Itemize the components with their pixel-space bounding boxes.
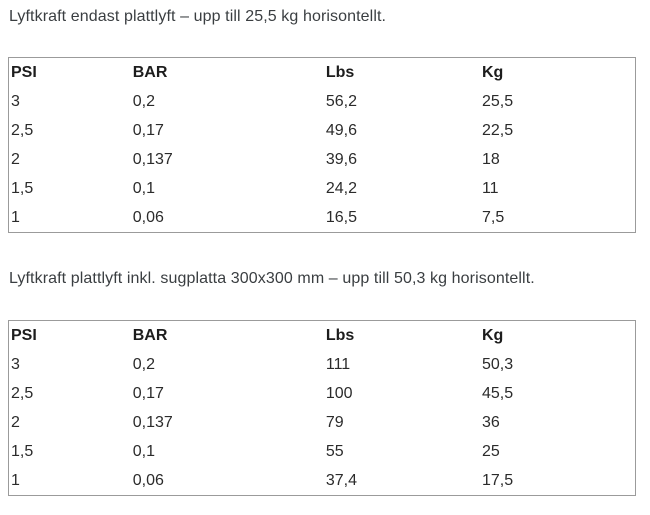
table-cell: 1 bbox=[11, 472, 20, 489]
table-header-row: PSI BAR Lbs Kg bbox=[9, 58, 636, 88]
column-header-lbs: Lbs bbox=[325, 64, 355, 81]
capacity-table-plattlyft: PSI BAR Lbs Kg 3 0,2 56,2 25,5 2,5 0,17 … bbox=[8, 57, 636, 233]
capacity-table-plattlyft-sugplatta: PSI BAR Lbs Kg 3 0,2 111 50,3 2,5 0,17 1… bbox=[8, 320, 636, 496]
table-cell: 0,137 bbox=[132, 414, 173, 431]
table-cell: 25 bbox=[481, 443, 500, 460]
table-cell: 0,17 bbox=[132, 122, 164, 139]
table-row: 2 0,137 39,6 18 bbox=[9, 145, 636, 174]
table-cell: 79 bbox=[325, 414, 344, 431]
table-cell: 0,1 bbox=[132, 443, 155, 460]
table-cell: 3 bbox=[11, 93, 20, 110]
table-cell: 0,2 bbox=[132, 356, 155, 373]
table-cell: 56,2 bbox=[325, 93, 357, 110]
table-cell: 3 bbox=[11, 356, 20, 373]
table-cell: 0,06 bbox=[132, 209, 164, 226]
table-cell: 0,2 bbox=[132, 93, 155, 110]
table-cell: 45,5 bbox=[481, 385, 514, 402]
table-cell: 2,5 bbox=[11, 385, 34, 402]
table-cell: 50,3 bbox=[481, 356, 514, 373]
table-cell: 111 bbox=[325, 356, 351, 373]
table-cell: 0,137 bbox=[132, 151, 173, 168]
section-title-plattlyft-sugplatta: Lyftkraft plattlyft inkl. sugplatta 300x… bbox=[9, 270, 535, 287]
table-cell: 0,17 bbox=[132, 385, 164, 402]
column-header-psi: PSI bbox=[11, 64, 37, 81]
table-cell: 36 bbox=[481, 414, 500, 431]
table-cell: 7,5 bbox=[481, 209, 505, 226]
table-cell: 16,5 bbox=[325, 209, 357, 226]
column-header-lbs: Lbs bbox=[325, 327, 355, 344]
table-row: 2,5 0,17 100 45,5 bbox=[9, 379, 636, 408]
table-row: 1 0,06 37,4 17,5 bbox=[9, 466, 636, 496]
table-cell: 0,1 bbox=[132, 180, 155, 197]
table-cell: 37,4 bbox=[325, 472, 357, 489]
table-row: 1,5 0,1 24,2 11 bbox=[9, 174, 636, 203]
table-cell: 24,2 bbox=[325, 180, 357, 197]
table-cell: 18 bbox=[481, 151, 500, 168]
table-cell: 2 bbox=[11, 151, 20, 168]
table-cell: 39,6 bbox=[325, 151, 357, 168]
section-title-plattlyft: Lyftkraft endast plattlyft – upp till 25… bbox=[9, 8, 387, 25]
column-header-kg: Kg bbox=[481, 64, 504, 81]
table-cell: 100 bbox=[325, 385, 353, 402]
table-cell: 2 bbox=[11, 414, 20, 431]
column-header-bar: BAR bbox=[132, 327, 168, 344]
table-row: 3 0,2 56,2 25,5 bbox=[9, 87, 636, 116]
table-cell: 25,5 bbox=[481, 93, 514, 110]
table-cell: 49,6 bbox=[325, 122, 357, 139]
column-header-psi: PSI bbox=[11, 327, 37, 344]
table-cell: 17,5 bbox=[481, 472, 514, 489]
table-cell: 11 bbox=[481, 180, 499, 197]
column-header-kg: Kg bbox=[481, 327, 504, 344]
page: Lyftkraft endast plattlyft – upp till 25… bbox=[8, 8, 636, 496]
table-row: 1,5 0,1 55 25 bbox=[9, 437, 636, 466]
table-cell: 1,5 bbox=[11, 180, 34, 197]
table-cell: 22,5 bbox=[481, 122, 514, 139]
table-row: 2 0,137 79 36 bbox=[9, 408, 636, 437]
table-cell: 0,06 bbox=[132, 472, 164, 489]
column-header-bar: BAR bbox=[132, 64, 168, 81]
table-row: 3 0,2 111 50,3 bbox=[9, 350, 636, 379]
table-row: 2,5 0,17 49,6 22,5 bbox=[9, 116, 636, 145]
table-cell: 1 bbox=[11, 209, 20, 226]
table-row: 1 0,06 16,5 7,5 bbox=[9, 203, 636, 233]
table-cell: 55 bbox=[325, 443, 344, 460]
table-header-row: PSI BAR Lbs Kg bbox=[9, 321, 636, 351]
table-cell: 1,5 bbox=[11, 443, 34, 460]
table-cell: 2,5 bbox=[11, 122, 34, 139]
